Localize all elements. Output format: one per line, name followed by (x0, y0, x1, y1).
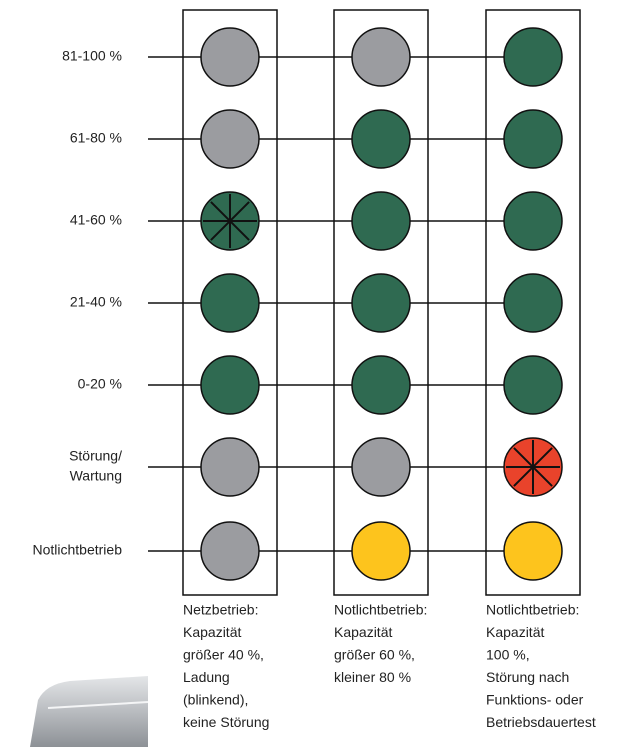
column-caption: Funktions- oder (486, 692, 584, 708)
lamp (201, 110, 259, 168)
lamp (504, 356, 562, 414)
lamp (504, 274, 562, 332)
lamp (201, 274, 259, 332)
column-caption: Störung nach (486, 669, 569, 685)
column-caption: keine Störung (183, 714, 269, 730)
lamp (201, 356, 259, 414)
row-label: 21-40 % (70, 294, 122, 310)
lamp (352, 438, 410, 496)
column-caption: Netzbetrieb: (183, 602, 258, 618)
device-image (30, 676, 148, 747)
lamp (352, 192, 410, 250)
row-label: 0-20 % (78, 376, 122, 392)
column-caption: 100 %, (486, 647, 530, 663)
lamp (352, 110, 410, 168)
diagram: 81-100 % 61-80 % 41-60 % 21-40 % 0-20 % Störu… (0, 0, 631, 747)
column-caption: Kapazität (334, 624, 392, 640)
lamp (352, 274, 410, 332)
row-label: Wartung (70, 468, 122, 484)
lamp (504, 28, 562, 86)
lamp (504, 522, 562, 580)
row-label: Notlichtbetrieb (33, 542, 123, 558)
row-label: Störung/ (69, 448, 122, 464)
column-caption: Notlichtbetrieb: (334, 602, 427, 618)
lamp (201, 28, 259, 86)
lamp (352, 356, 410, 414)
row-label: 81-100 % (62, 48, 122, 64)
lamp (201, 522, 259, 580)
lamp (201, 438, 259, 496)
lamp (504, 192, 562, 250)
column-caption: kleiner 80 % (334, 669, 411, 685)
column-caption: größer 60 %, (334, 647, 415, 663)
column-caption: Notlichtbetrieb: (486, 602, 579, 618)
lamp (352, 522, 410, 580)
column-caption: größer 40 %, (183, 647, 264, 663)
row-label: 61-80 % (70, 130, 122, 146)
column-caption: Kapazität (183, 624, 241, 640)
column-caption: (blinkend), (183, 692, 248, 708)
lamp (352, 28, 410, 86)
column-caption: Betriebsdauertest (486, 714, 596, 730)
column-caption: Ladung (183, 669, 230, 685)
column-caption: Kapazität (486, 624, 544, 640)
lamp (504, 110, 562, 168)
row-label: 41-60 % (70, 212, 122, 228)
